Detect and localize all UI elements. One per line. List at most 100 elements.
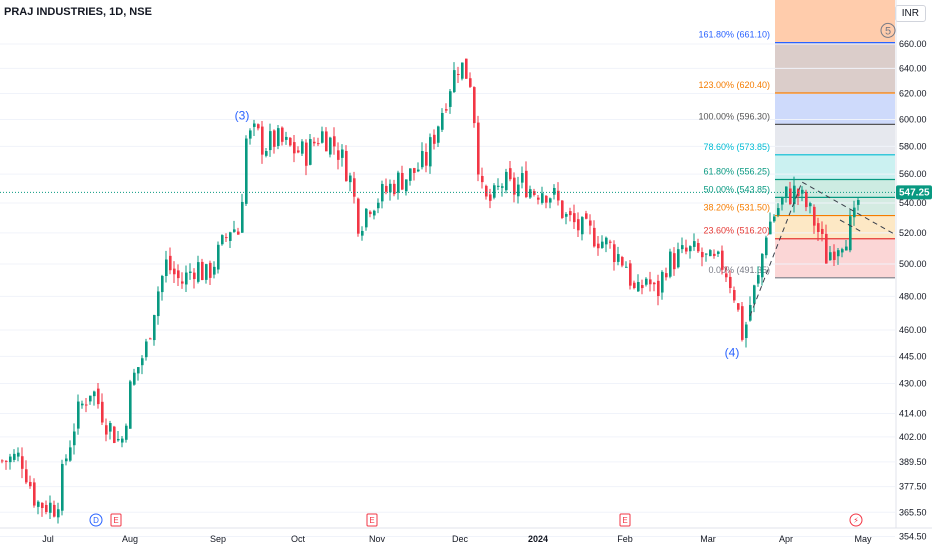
- candle-body: [121, 438, 124, 443]
- candle-body: [25, 469, 28, 483]
- candle-body: [801, 189, 804, 194]
- candle-body: [309, 139, 312, 165]
- candle-body: [261, 126, 264, 155]
- candle-body: [341, 149, 344, 158]
- candle-body: [437, 126, 440, 143]
- candle-body: [225, 237, 228, 239]
- candle-body: [253, 123, 256, 127]
- candle-body: [589, 220, 592, 226]
- candle-body: [541, 193, 544, 203]
- candle-body: [105, 425, 108, 435]
- candle-body: [125, 425, 128, 440]
- candle-body: [737, 303, 740, 310]
- candle-body: [857, 200, 860, 205]
- fib-zone: [775, 124, 895, 155]
- candle-body: [305, 142, 308, 166]
- candle-body: [845, 246, 848, 251]
- candle-body: [825, 233, 828, 264]
- price-tick: 414.00: [899, 409, 927, 419]
- fib-zone: [775, 0, 895, 43]
- candle-body: [221, 235, 224, 245]
- candle-body: [425, 151, 428, 166]
- candle-body: [729, 276, 732, 289]
- candle-body: [749, 305, 752, 321]
- candle-body: [653, 282, 656, 285]
- candle-body: [393, 183, 396, 195]
- candle-body: [137, 367, 140, 374]
- candle-body: [237, 231, 240, 235]
- candle-body: [301, 141, 304, 154]
- candle-body: [561, 200, 564, 218]
- candle-body: [397, 172, 400, 193]
- candle-body: [233, 229, 236, 232]
- candle-body: [265, 151, 268, 156]
- candle-body: [405, 179, 408, 192]
- price-tick: 445.00: [899, 351, 927, 361]
- time-tick: Oct: [291, 534, 306, 544]
- candle-body: [805, 191, 808, 208]
- candle-body: [617, 254, 620, 262]
- candle-body: [49, 502, 52, 513]
- wave-label: (4): [725, 345, 740, 359]
- candle-body: [369, 211, 372, 215]
- candle-body: [1, 460, 4, 462]
- candle-body: [761, 253, 764, 278]
- candle-body: [665, 273, 668, 278]
- candle-body: [637, 282, 640, 292]
- fib-label: 78.60% (573.85): [703, 142, 770, 152]
- candle-body: [545, 195, 548, 203]
- candle-body: [613, 244, 616, 263]
- marker-text: E: [622, 516, 627, 525]
- candle-body: [269, 131, 272, 151]
- time-tick: May: [854, 534, 872, 544]
- price-tick: 620.00: [899, 89, 927, 99]
- candle-body: [813, 206, 816, 226]
- candle-body: [533, 191, 536, 195]
- candle-body: [785, 186, 788, 197]
- candle-body: [21, 456, 24, 469]
- candle-body: [537, 197, 540, 200]
- candle-body: [689, 246, 692, 252]
- fib-zone: [775, 42, 895, 94]
- candle-body: [357, 198, 360, 234]
- candle-body: [445, 109, 448, 111]
- candle-body: [453, 70, 456, 93]
- time-tick: Aug: [122, 534, 138, 544]
- candle-body: [833, 251, 836, 260]
- candle-body: [373, 210, 376, 216]
- candle-body: [117, 438, 120, 441]
- candle-body: [217, 244, 220, 270]
- candle-body: [241, 201, 244, 233]
- candle-body: [133, 372, 136, 385]
- candle-body: [173, 268, 176, 275]
- candle-body: [757, 275, 760, 284]
- candle-body: [61, 463, 64, 511]
- candle-body: [293, 142, 296, 154]
- candle-body: [601, 241, 604, 248]
- candle-body: [353, 178, 356, 197]
- currency-badge[interactable]: INR: [894, 5, 926, 22]
- candle-body: [621, 257, 624, 266]
- candle-body: [841, 249, 844, 253]
- candle-body: [473, 87, 476, 124]
- candle-body: [741, 306, 744, 340]
- candle-body: [297, 150, 300, 153]
- time-tick: Jul: [42, 534, 54, 544]
- time-tick: Mar: [700, 534, 716, 544]
- candle-body: [57, 509, 60, 518]
- candle-body: [101, 401, 104, 423]
- time-tick: Apr: [779, 534, 793, 544]
- last-price-label: 547.25: [899, 187, 930, 198]
- candle-body: [597, 243, 600, 249]
- candle-body: [417, 169, 420, 172]
- candle-body: [77, 401, 80, 429]
- price-tick: 640.00: [899, 63, 927, 73]
- candle-body: [853, 207, 856, 218]
- wave-label: (3): [235, 109, 250, 123]
- candle-body: [433, 134, 436, 144]
- candle-body: [213, 266, 216, 275]
- candle-body: [181, 281, 184, 284]
- candle-body: [37, 501, 40, 507]
- trend-line: [839, 219, 863, 233]
